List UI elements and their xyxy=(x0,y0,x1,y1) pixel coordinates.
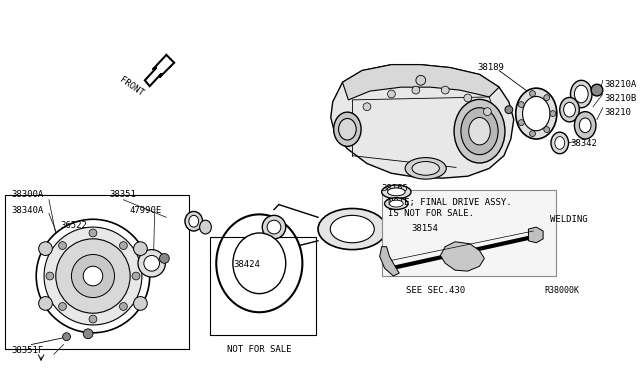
Ellipse shape xyxy=(560,97,579,122)
Text: NOTE; FINAL DRIVE ASSY.: NOTE; FINAL DRIVE ASSY. xyxy=(387,198,511,207)
Circle shape xyxy=(134,296,147,310)
Text: 38424: 38424 xyxy=(233,260,260,269)
Ellipse shape xyxy=(381,185,411,199)
Circle shape xyxy=(505,106,513,113)
Text: 38351F: 38351F xyxy=(12,346,44,356)
Circle shape xyxy=(387,90,396,98)
Ellipse shape xyxy=(339,118,356,140)
Circle shape xyxy=(416,76,426,85)
Text: 38154: 38154 xyxy=(411,224,438,233)
Ellipse shape xyxy=(185,211,203,231)
Text: R38000K: R38000K xyxy=(544,286,579,295)
Bar xyxy=(381,190,556,276)
Ellipse shape xyxy=(523,96,550,131)
Polygon shape xyxy=(331,65,514,178)
Circle shape xyxy=(518,120,524,125)
Circle shape xyxy=(120,242,127,250)
Text: 38342: 38342 xyxy=(570,139,597,148)
Text: 38210B: 38210B xyxy=(605,94,637,103)
Circle shape xyxy=(144,256,159,271)
Text: 38165: 38165 xyxy=(381,184,408,193)
Text: WELDING: WELDING xyxy=(550,215,588,224)
Text: 47990E: 47990E xyxy=(129,206,161,215)
Text: 38210A: 38210A xyxy=(605,80,637,89)
Ellipse shape xyxy=(387,188,405,196)
Text: 38351: 38351 xyxy=(109,190,136,199)
Ellipse shape xyxy=(570,80,592,108)
Circle shape xyxy=(120,302,127,310)
Circle shape xyxy=(262,215,285,239)
Polygon shape xyxy=(529,227,543,243)
Circle shape xyxy=(36,219,150,333)
Ellipse shape xyxy=(318,209,387,250)
Circle shape xyxy=(46,272,54,280)
Ellipse shape xyxy=(555,137,564,149)
Circle shape xyxy=(591,84,603,96)
Text: SEE SEC.430: SEE SEC.430 xyxy=(406,286,465,295)
Ellipse shape xyxy=(330,215,374,243)
Polygon shape xyxy=(440,242,484,271)
Text: FRONT: FRONT xyxy=(117,75,145,98)
Ellipse shape xyxy=(333,112,361,146)
Ellipse shape xyxy=(575,85,588,103)
Ellipse shape xyxy=(468,118,490,145)
Text: NOT FOR SALE: NOT FOR SALE xyxy=(227,344,292,353)
Text: 38210: 38210 xyxy=(605,108,632,117)
Circle shape xyxy=(518,102,524,108)
Circle shape xyxy=(132,272,140,280)
Circle shape xyxy=(83,329,93,339)
Circle shape xyxy=(89,315,97,323)
Circle shape xyxy=(72,254,115,298)
Circle shape xyxy=(483,108,492,116)
Polygon shape xyxy=(342,65,499,100)
Text: 38340A: 38340A xyxy=(12,206,44,215)
Ellipse shape xyxy=(200,220,211,234)
Circle shape xyxy=(89,229,97,237)
Circle shape xyxy=(59,302,67,310)
Circle shape xyxy=(529,131,536,137)
Circle shape xyxy=(159,254,170,263)
Ellipse shape xyxy=(579,118,591,133)
Circle shape xyxy=(63,333,70,341)
Ellipse shape xyxy=(405,158,446,179)
Ellipse shape xyxy=(385,198,408,209)
Circle shape xyxy=(44,227,142,325)
Ellipse shape xyxy=(551,132,568,154)
Ellipse shape xyxy=(575,112,596,139)
Ellipse shape xyxy=(564,102,575,117)
Circle shape xyxy=(138,250,165,277)
Circle shape xyxy=(464,94,472,102)
Text: 36522: 36522 xyxy=(61,221,88,230)
Circle shape xyxy=(544,95,550,100)
Ellipse shape xyxy=(461,108,498,155)
Bar xyxy=(5,195,189,349)
Ellipse shape xyxy=(216,214,302,312)
Text: 38189: 38189 xyxy=(477,63,504,72)
Circle shape xyxy=(544,126,550,132)
Circle shape xyxy=(529,91,536,96)
Circle shape xyxy=(267,220,281,234)
Circle shape xyxy=(38,296,52,310)
Text: 38300A: 38300A xyxy=(12,190,44,199)
Circle shape xyxy=(550,110,556,116)
Circle shape xyxy=(442,86,449,94)
Text: IS NOT FOR SALE.: IS NOT FOR SALE. xyxy=(387,209,474,218)
Circle shape xyxy=(83,266,103,286)
Circle shape xyxy=(363,103,371,110)
Circle shape xyxy=(134,242,147,256)
Ellipse shape xyxy=(233,233,285,294)
Polygon shape xyxy=(145,55,174,86)
Ellipse shape xyxy=(189,215,198,227)
Circle shape xyxy=(412,86,420,94)
Ellipse shape xyxy=(454,99,505,163)
Polygon shape xyxy=(380,247,399,276)
Circle shape xyxy=(56,239,130,313)
Ellipse shape xyxy=(412,161,440,175)
Ellipse shape xyxy=(390,200,403,207)
Ellipse shape xyxy=(516,88,557,139)
Circle shape xyxy=(59,242,67,250)
Circle shape xyxy=(38,242,52,256)
Bar xyxy=(211,237,316,335)
